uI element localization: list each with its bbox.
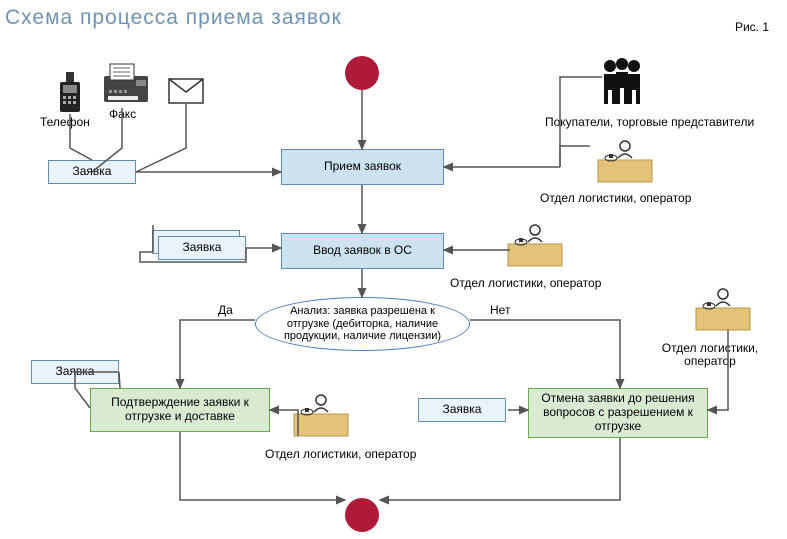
doc-request-1: Заявка <box>48 160 136 184</box>
label-logistics-2: Отдел логистики, оператор <box>450 277 601 290</box>
process-label: Прием заявок <box>324 160 401 174</box>
phone-icon <box>58 72 82 119</box>
process-label: Ввод заявок в ОС <box>313 244 412 258</box>
decision-no: Нет <box>490 304 510 317</box>
page-title: Схема процесса приема заявок <box>5 6 342 30</box>
process-label: Подтверждение заявки к отгрузке и достав… <box>97 396 263 424</box>
process-enter-requests: Ввод заявок в ОС <box>281 233 444 269</box>
doc-label: Заявка <box>56 365 95 379</box>
process-confirm-shipment: Подтверждение заявки к отгрузке и достав… <box>90 388 270 432</box>
doc-label: Заявка <box>73 165 112 179</box>
doc-request-3: Заявка <box>31 360 119 384</box>
doc-label: Заявка <box>443 403 482 417</box>
people-icon <box>590 56 654 117</box>
operator-icon <box>596 138 654 191</box>
doc-request-4: Заявка <box>418 398 506 422</box>
label-logistics-1: Отдел логистики, оператор <box>540 192 691 205</box>
envelope-icon <box>168 78 204 109</box>
doc-label: Заявка <box>183 241 222 255</box>
end-node <box>345 498 379 532</box>
label-buyers: Покупатели, торговые представители <box>545 116 754 129</box>
label-logistics-4: Отдел логистики, оператор <box>655 342 765 368</box>
operator-icon <box>694 286 752 339</box>
operator-icon <box>292 392 350 445</box>
decision-yes: Да <box>218 304 233 317</box>
decision-analysis: Анализ: заявка разрешена к отгрузке (деб… <box>255 297 470 351</box>
figure-label: Рис. 1 <box>735 20 769 34</box>
start-node <box>345 56 379 90</box>
operator-icon <box>506 222 564 275</box>
fax-icon <box>100 62 152 113</box>
process-cancel-request: Отмена заявки до решения вопросов с разр… <box>528 388 708 438</box>
process-receive-requests: Прием заявок <box>281 149 444 185</box>
label-logistics-3: Отдел логистики, оператор <box>265 448 416 461</box>
doc-request-2: Заявка <box>158 236 246 260</box>
decision-label: Анализ: заявка разрешена к отгрузке (деб… <box>256 305 469 343</box>
process-label: Отмена заявки до решения вопросов с разр… <box>535 392 701 433</box>
